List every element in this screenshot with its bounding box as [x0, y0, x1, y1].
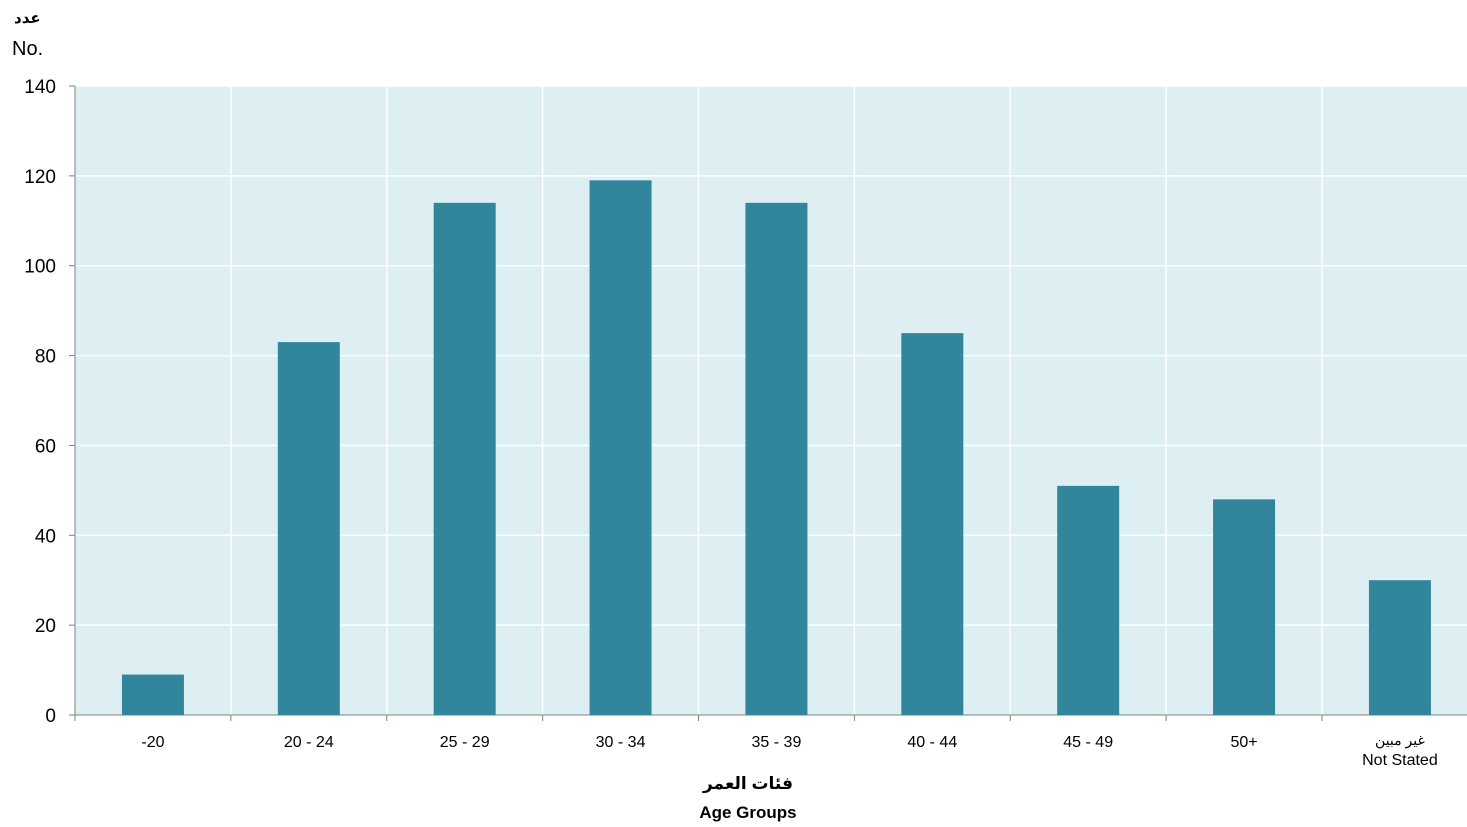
bar: [745, 202, 808, 716]
x-tick-label: Not Stated: [1362, 752, 1438, 769]
y-tick-label: 100: [24, 257, 56, 278]
bar: [589, 180, 652, 716]
y-tick-label: 60: [35, 436, 56, 457]
y-tick-label: 80: [35, 347, 56, 368]
x-tick-label: 50+: [1230, 734, 1257, 751]
x-tick-label: 25 - 29: [440, 734, 490, 751]
x-tick-label: -20: [141, 734, 164, 751]
bar: [433, 202, 496, 716]
x-tick-label: غير مبين: [1375, 732, 1425, 749]
y-axis-label-arabic: عدد: [14, 10, 41, 27]
x-tick-label: 20 - 24: [284, 734, 334, 751]
bar: [1368, 580, 1431, 715]
x-tick-label: 30 - 34: [596, 734, 646, 751]
x-axis-label-arabic: فئات العمر: [702, 774, 794, 793]
y-tick-label: 40: [35, 526, 56, 547]
bar: [1213, 499, 1276, 715]
x-tick-label: 45 - 49: [1063, 734, 1113, 751]
bar: [277, 342, 340, 715]
bar: [121, 674, 184, 715]
y-axis-label: No.: [12, 38, 44, 60]
x-axis-label: Age Groups: [699, 803, 797, 822]
x-tick-label: 35 - 39: [752, 734, 802, 751]
y-tick-label: 0: [45, 706, 56, 727]
bar: [1057, 485, 1120, 715]
x-tick-label: 40 - 44: [907, 734, 957, 751]
y-tick-label: 140: [24, 77, 56, 98]
y-tick-label: 20: [35, 616, 56, 637]
y-tick-label: 120: [24, 167, 56, 188]
bar: [901, 333, 964, 715]
